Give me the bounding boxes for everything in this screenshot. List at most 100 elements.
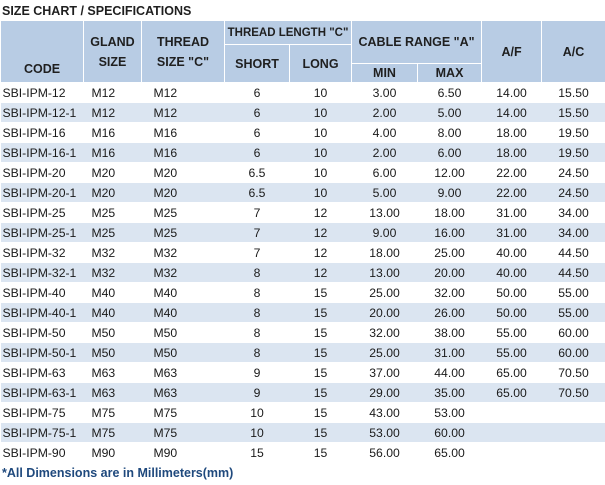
cell-gland-size: M63 bbox=[84, 383, 142, 403]
cell-short: 15 bbox=[225, 443, 290, 463]
cell-long: 10 bbox=[290, 143, 352, 163]
cell-af: 22.00 bbox=[482, 183, 542, 203]
cell-max: 8.00 bbox=[418, 123, 482, 143]
cell-ac: 55.00 bbox=[542, 303, 605, 323]
cell-gland-size: M75 bbox=[84, 423, 142, 443]
cell-af bbox=[482, 443, 542, 463]
cell-min: 2.00 bbox=[352, 103, 418, 123]
cell-long: 15 bbox=[290, 443, 352, 463]
cell-code: SBI-IPM-12 bbox=[1, 83, 84, 103]
cell-max: 44.00 bbox=[418, 363, 482, 383]
cell-max: 12.00 bbox=[418, 163, 482, 183]
cell-thread-size: M75 bbox=[142, 423, 225, 443]
cell-gland-size: M20 bbox=[84, 183, 142, 203]
cell-min: 2.00 bbox=[352, 143, 418, 163]
header-short: SHORT bbox=[225, 45, 290, 83]
cell-max: 18.00 bbox=[418, 203, 482, 223]
cell-gland-size: M40 bbox=[84, 283, 142, 303]
cell-ac: 60.00 bbox=[542, 343, 605, 363]
cell-thread-size: M16 bbox=[142, 123, 225, 143]
cell-af: 22.00 bbox=[482, 163, 542, 183]
cell-short: 9 bbox=[225, 383, 290, 403]
cell-min: 56.00 bbox=[352, 443, 418, 463]
cell-af: 14.00 bbox=[482, 103, 542, 123]
cell-long: 12 bbox=[290, 203, 352, 223]
cell-ac bbox=[542, 423, 605, 443]
header-min: MIN bbox=[352, 64, 418, 83]
cell-code: SBI-IPM-40-1 bbox=[1, 303, 84, 323]
cell-short: 6.5 bbox=[225, 183, 290, 203]
cell-min: 9.00 bbox=[352, 223, 418, 243]
header-code: CODE bbox=[1, 21, 84, 83]
cell-min: 37.00 bbox=[352, 363, 418, 383]
cell-long: 10 bbox=[290, 103, 352, 123]
cell-max: 26.00 bbox=[418, 303, 482, 323]
header-max: MAX bbox=[418, 64, 482, 83]
cell-af: 18.00 bbox=[482, 143, 542, 163]
header-thread-line2: SIZE "C" bbox=[142, 55, 224, 69]
header-gland-line1: GLAND bbox=[84, 35, 141, 49]
cell-thread-size: M32 bbox=[142, 263, 225, 283]
cell-max: 65.00 bbox=[418, 443, 482, 463]
cell-thread-size: M50 bbox=[142, 323, 225, 343]
header-cable-range: CABLE RANGE "A" bbox=[352, 21, 482, 64]
cell-short: 7 bbox=[225, 203, 290, 223]
cell-gland-size: M75 bbox=[84, 403, 142, 423]
cell-thread-size: M75 bbox=[142, 403, 225, 423]
cell-short: 8 bbox=[225, 303, 290, 323]
cell-gland-size: M16 bbox=[84, 143, 142, 163]
header-thread-length: THREAD LENGTH "C" bbox=[225, 21, 352, 45]
cell-gland-size: M50 bbox=[84, 343, 142, 363]
cell-af: 65.00 bbox=[482, 383, 542, 403]
cell-min: 6.00 bbox=[352, 163, 418, 183]
cell-short: 10 bbox=[225, 423, 290, 443]
cell-af: 40.00 bbox=[482, 243, 542, 263]
cell-code: SBI-IPM-32-1 bbox=[1, 263, 84, 283]
cell-gland-size: M12 bbox=[84, 103, 142, 123]
cell-min: 29.00 bbox=[352, 383, 418, 403]
cell-code: SBI-IPM-20 bbox=[1, 163, 84, 183]
cell-short: 8 bbox=[225, 343, 290, 363]
cell-thread-size: M16 bbox=[142, 143, 225, 163]
cell-min: 13.00 bbox=[352, 263, 418, 283]
cell-thread-size: M20 bbox=[142, 183, 225, 203]
header-code-label: CODE bbox=[24, 62, 60, 76]
cell-long: 10 bbox=[290, 183, 352, 203]
cell-min: 25.00 bbox=[352, 283, 418, 303]
cell-ac: 24.50 bbox=[542, 163, 605, 183]
cell-thread-size: M25 bbox=[142, 203, 225, 223]
cell-long: 12 bbox=[290, 263, 352, 283]
cell-min: 43.00 bbox=[352, 403, 418, 423]
cell-gland-size: M16 bbox=[84, 123, 142, 143]
header-thread-size: THREAD SIZE "C" bbox=[142, 21, 225, 83]
cell-min: 4.00 bbox=[352, 123, 418, 143]
cell-short: 6 bbox=[225, 103, 290, 123]
cell-thread-size: M40 bbox=[142, 303, 225, 323]
cell-long: 15 bbox=[290, 363, 352, 383]
header-thread-line1: THREAD bbox=[142, 35, 224, 49]
cell-max: 6.50 bbox=[418, 83, 482, 103]
cell-af: 31.00 bbox=[482, 223, 542, 243]
cell-min: 20.00 bbox=[352, 303, 418, 323]
cell-gland-size: M25 bbox=[84, 223, 142, 243]
cell-gland-size: M32 bbox=[84, 243, 142, 263]
cell-code: SBI-IPM-25 bbox=[1, 203, 84, 223]
cell-max: 38.00 bbox=[418, 323, 482, 343]
cell-short: 6 bbox=[225, 83, 290, 103]
cell-code: SBI-IPM-25-1 bbox=[1, 223, 84, 243]
cell-ac: 34.00 bbox=[542, 223, 605, 243]
cell-max: 25.00 bbox=[418, 243, 482, 263]
cell-max: 32.00 bbox=[418, 283, 482, 303]
cell-short: 7 bbox=[225, 243, 290, 263]
cell-code: SBI-IPM-75 bbox=[1, 403, 84, 423]
